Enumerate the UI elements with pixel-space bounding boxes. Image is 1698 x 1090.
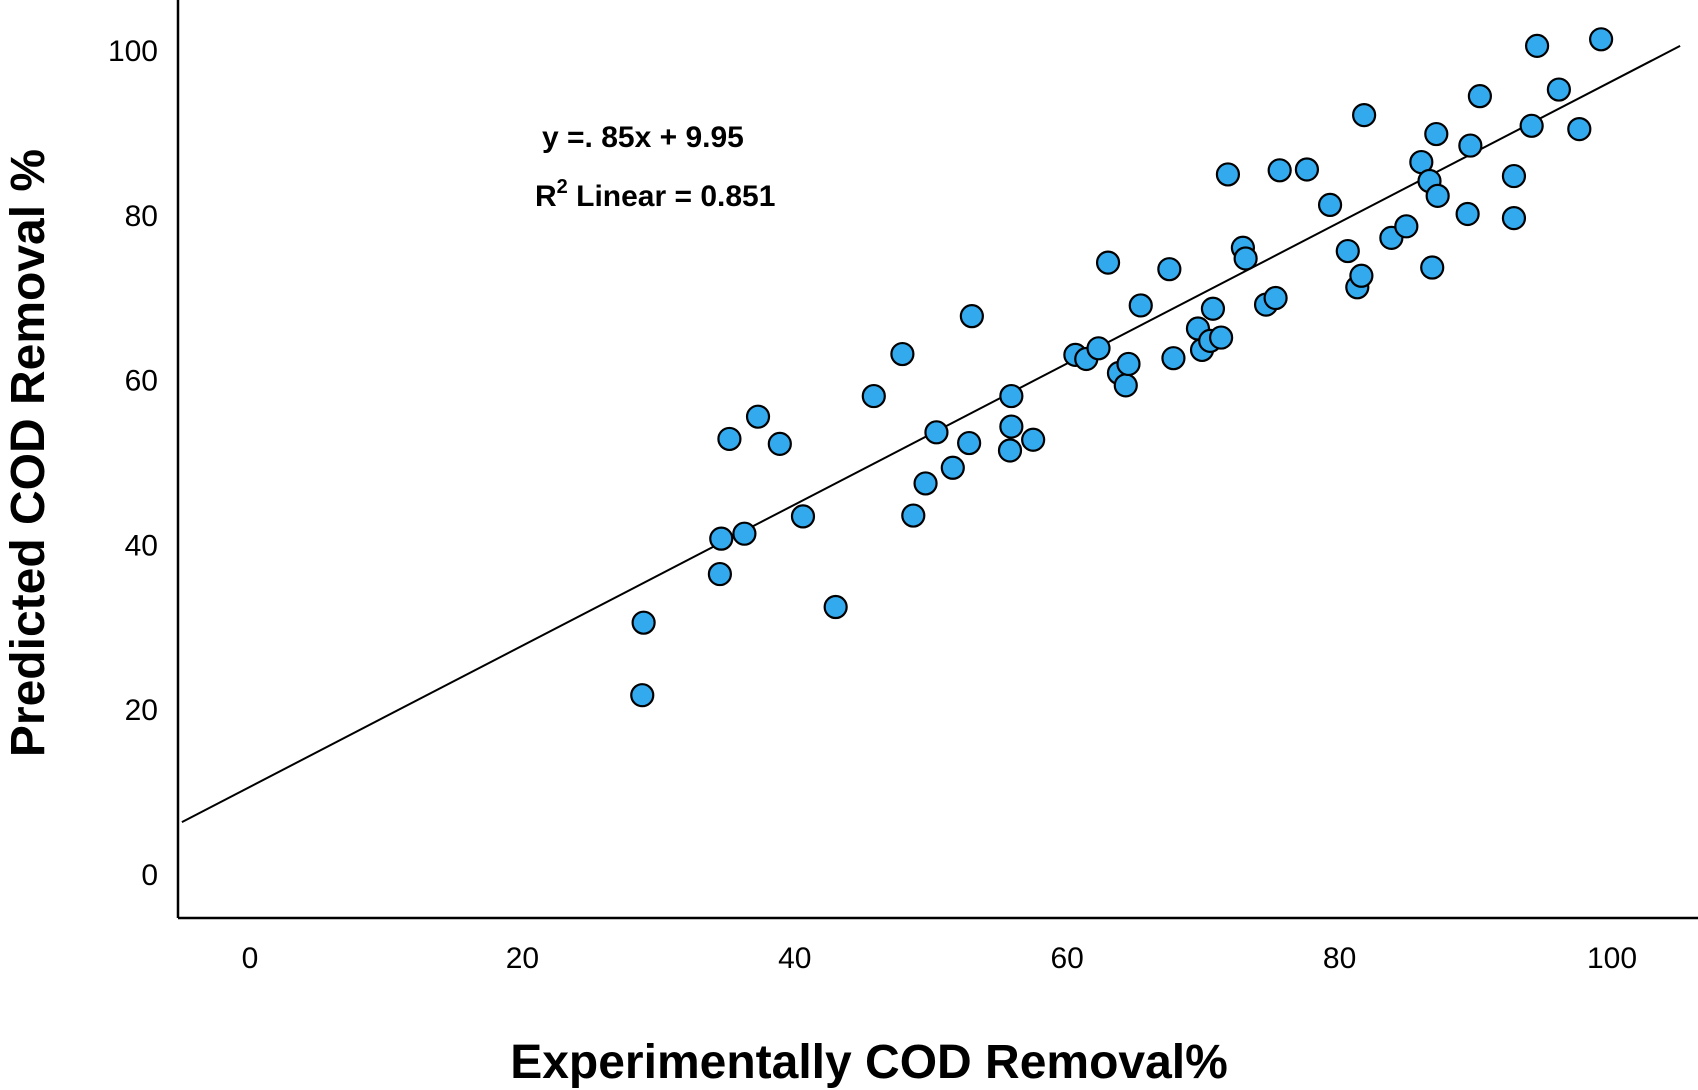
y-tick-label: 20 [125,694,158,727]
data-point [707,561,732,587]
r-squared-label: R2 Linear = 0.851 [535,176,775,213]
data-point [1086,336,1111,361]
y-tick-label: 80 [125,200,158,233]
data-point [999,383,1024,409]
data-point [1128,293,1153,318]
data-point [1335,238,1360,264]
data-point [997,438,1023,463]
x-tick-label: 60 [1051,942,1084,975]
y-tick-label: 60 [125,365,158,398]
data-point [630,683,655,708]
y-tick-label: 100 [108,35,158,68]
r-squared-exponent: 2 [557,176,568,198]
data-point [1567,117,1592,142]
data-point [1263,285,1288,311]
x-axis-title: Experimentally COD Removal% [510,1036,1228,1089]
y-tick-label: 40 [125,529,158,562]
x-tick-label: 100 [1587,942,1637,975]
data-point [631,610,656,635]
data-point [1157,257,1182,282]
data-point [959,304,984,329]
x-tick-label: 80 [1323,942,1356,975]
y-tick-label: 0 [141,859,158,892]
data-point [1349,263,1374,288]
x-tick-label: 40 [778,942,811,975]
data-point [1021,427,1046,452]
data-point [1394,214,1419,239]
data-point [745,404,771,429]
data-point [1113,373,1138,398]
data-point [1200,296,1226,321]
data-point [1546,77,1571,102]
data-point [940,455,965,480]
data-point [1458,133,1483,158]
data-point [924,420,949,445]
fit-equation-label: y =. 85x + 9.95 [542,121,744,154]
data-point [890,341,915,367]
x-tick-label: 20 [506,942,539,975]
data-point [1233,246,1258,271]
y-axis-title: Predicted COD Removal % [2,149,55,757]
x-tick-label: 0 [242,942,259,975]
data-point [1294,157,1320,182]
data-point [1209,325,1234,350]
data-point [861,383,886,409]
data-point [709,526,734,551]
data-point [1317,192,1343,218]
axes-layer [176,0,1698,920]
data-point [1215,162,1241,187]
data-point [1501,163,1527,189]
data-point [1589,27,1614,52]
data-point [1161,346,1186,371]
data-point [732,521,757,546]
data-point [999,414,1024,439]
data-point [767,431,792,456]
data-point [1095,250,1121,275]
data-point [1420,255,1445,280]
points-layer [630,27,1614,708]
r-squared-text: Linear = 0.851 [568,180,776,213]
data-point [1467,84,1492,109]
data-point [1425,183,1450,208]
data-point [901,503,926,528]
data-point [913,471,938,496]
data-point [790,504,816,529]
data-point [1501,205,1527,231]
data-point [1267,158,1292,183]
data-point [957,430,982,456]
data-point [1455,201,1480,227]
data-point [1524,33,1550,58]
data-point [717,426,742,452]
tick-labels-layer: 0 20 40 60 80 100 0 20 40 60 80 100 [108,35,1637,975]
data-point [1352,102,1377,128]
data-point [1116,351,1141,377]
r-squared-prefix: R [535,180,557,213]
data-point [1519,113,1544,138]
data-point [1424,121,1449,147]
data-point [823,594,848,620]
